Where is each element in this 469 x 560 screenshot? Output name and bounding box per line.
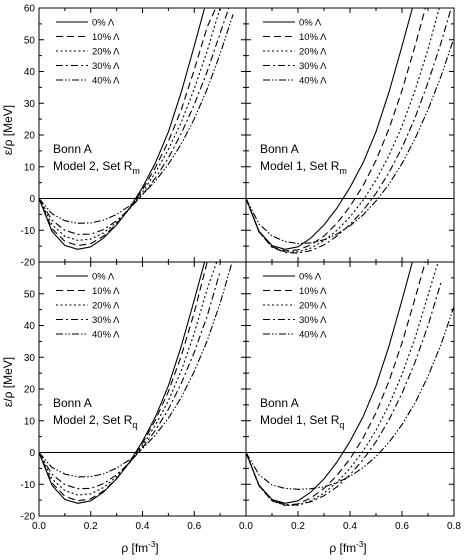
panel-subtitle: Model 1, Set Rm xyxy=(260,159,347,176)
legend-label: 30% Λ xyxy=(299,61,327,72)
series-line xyxy=(39,14,234,224)
panel-top-left: -20 -10 0 10 20 30 40 50 60 0% Λ 10% Λ 20% Λ 30% Λ 40… xyxy=(21,4,247,269)
panel-bottom-right: 0.0 0.2 0.4 0.6 0.8 0% Λ 10% Λ 20% Λ 30% Λ 40% Λ B… xyxy=(239,261,461,532)
series-line xyxy=(39,8,217,247)
y-tick-label: 30 xyxy=(24,99,36,110)
series-line xyxy=(39,262,206,504)
series-line xyxy=(39,8,206,250)
plot-frame xyxy=(38,7,247,263)
series-line xyxy=(39,8,230,235)
panel-subtitle: Model 2, Set Rm xyxy=(53,159,140,176)
legend-label: 30% Λ xyxy=(299,315,327,326)
curves xyxy=(246,8,454,254)
legend-label: 40% Λ xyxy=(92,76,120,87)
legend-label: 20% Λ xyxy=(92,47,120,58)
curves xyxy=(39,262,233,504)
legend-label: 0% Λ xyxy=(299,18,322,29)
panel-subtitle: Model 1, Set Rq xyxy=(260,413,344,430)
panel-subtitle: Model 2, Set Rq xyxy=(53,413,137,430)
legend-label: 20% Λ xyxy=(92,301,120,312)
panel-top-right: 0% Λ 10% Λ 20% Λ 30% Λ 40% Λ Bonn A Model 1, S… xyxy=(245,7,455,263)
curves xyxy=(246,262,454,507)
series-line xyxy=(246,8,426,252)
series-line xyxy=(39,262,233,478)
y-tick-label: -20 xyxy=(21,512,36,523)
x-tick-label: 0.2 xyxy=(84,521,98,532)
legend-label: 10% Λ xyxy=(299,32,327,43)
series-line xyxy=(246,8,452,254)
legend-label: 30% Λ xyxy=(92,315,120,326)
legend-label: 0% Λ xyxy=(92,18,115,29)
legend-label: 0% Λ xyxy=(92,272,115,283)
x-tick-label: 0.0 xyxy=(239,521,253,532)
legend-label: 10% Λ xyxy=(92,286,120,297)
plot-frame xyxy=(245,261,455,517)
legend-label: 40% Λ xyxy=(299,330,327,341)
y-tick-label: 50 xyxy=(24,35,36,46)
legend-label: 10% Λ xyxy=(92,32,120,43)
x-tick-label: 0.0 xyxy=(32,521,46,532)
x-tick-label: 0.6 xyxy=(395,521,409,532)
y-tick-label: 20 xyxy=(24,385,36,396)
y-tick-label: 40 xyxy=(24,321,36,332)
x-tick-label: 0.6 xyxy=(187,521,201,532)
panel-bottom-left: -20 -10 0 10 20 30 40 50 0.0 0.2 0.4 0.6 0% Λ 10% Λ 20… xyxy=(21,261,247,532)
y-tick-label: 20 xyxy=(24,131,36,142)
y-axis-label-bottom: ε/ρ [MeV] xyxy=(1,357,15,407)
series-line xyxy=(39,271,221,490)
series-line xyxy=(39,262,208,502)
series-line xyxy=(39,262,218,496)
x-axis-label-right: ρ [fm-3] xyxy=(329,540,366,555)
plot-frame xyxy=(38,261,247,517)
x-axis-label-left: ρ [fm-3] xyxy=(121,540,158,555)
series-line xyxy=(246,282,442,506)
x-tick-label: 0.4 xyxy=(136,521,150,532)
panel-title: Bonn A xyxy=(260,142,299,156)
panel-title: Bonn A xyxy=(260,396,299,410)
legend-label: 0% Λ xyxy=(299,272,322,283)
x-tick-label: 0.2 xyxy=(291,521,305,532)
series-line xyxy=(246,262,426,506)
legend-label: 30% Λ xyxy=(92,61,120,72)
y-tick-label: 50 xyxy=(24,289,36,300)
x-tick-label: 0.8 xyxy=(447,521,461,532)
series-line xyxy=(246,8,413,250)
y-tick-label: 60 xyxy=(24,4,36,15)
panel-title: Bonn A xyxy=(53,142,92,156)
legend-label: 40% Λ xyxy=(299,76,327,87)
x-tick-label: 0.4 xyxy=(343,521,357,532)
y-tick-label: 0 xyxy=(29,194,35,205)
y-tick-label: -10 xyxy=(21,226,36,237)
legend-label: 10% Λ xyxy=(299,286,327,297)
series-line xyxy=(39,8,221,241)
y-tick-label: 10 xyxy=(24,162,36,173)
series-line xyxy=(246,306,454,490)
curves xyxy=(39,8,234,250)
legend-label: 20% Λ xyxy=(299,47,327,58)
y-tick-label: 0 xyxy=(29,448,35,459)
legend-label: 20% Λ xyxy=(299,301,327,312)
plot-frame xyxy=(245,7,455,263)
y-tick-label: 10 xyxy=(24,416,36,427)
series-line xyxy=(246,8,440,253)
y-tick-label: 40 xyxy=(24,67,36,78)
series-line xyxy=(246,38,454,245)
panel-title: Bonn A xyxy=(53,396,92,410)
y-tick-label: 30 xyxy=(24,353,36,364)
y-tick-label: -10 xyxy=(21,480,36,491)
legend-label: 40% Λ xyxy=(92,330,120,341)
y-tick-label: -20 xyxy=(21,258,36,269)
y-axis-label-top: ε/ρ [MeV] xyxy=(1,105,15,155)
